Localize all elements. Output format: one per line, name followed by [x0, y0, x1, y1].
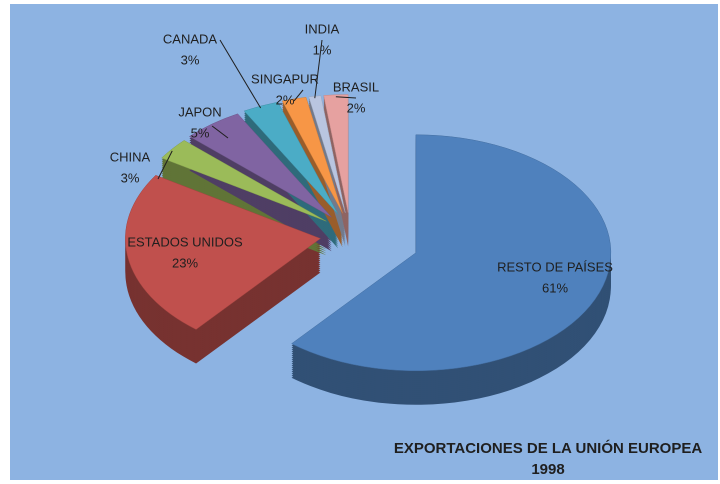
slice-value-label: 3% — [181, 52, 200, 67]
pie-tops — [125, 94, 612, 372]
chart-background — [10, 4, 718, 480]
slice-side — [308, 101, 346, 219]
slice-label: SINGAPUR — [251, 71, 319, 86]
leader-line — [157, 150, 173, 180]
leader-line — [335, 96, 357, 99]
slice-side — [308, 103, 346, 221]
leader-line — [314, 39, 323, 99]
chart-subtitle: 1998 — [531, 461, 564, 478]
slice-label: ESTADOS UNIDOS — [127, 234, 243, 249]
slice-value-label: 3% — [121, 170, 140, 185]
pie-slice — [243, 101, 339, 215]
pie-slice — [281, 97, 343, 214]
leader-line — [211, 125, 229, 139]
pie-slice — [125, 175, 321, 330]
slice-value-label: 1% — [313, 42, 332, 57]
slice-label: CANADA — [163, 31, 218, 46]
pie-slice — [188, 113, 332, 218]
slice-label: RESTO DE PAÍSES — [497, 259, 613, 274]
slice-label: JAPON — [178, 104, 221, 119]
leader-line — [293, 89, 304, 102]
slice-value-label: 2% — [276, 92, 295, 107]
pie-slice — [161, 140, 327, 222]
slice-label: CHINA — [110, 149, 151, 164]
pie-slice — [291, 134, 612, 372]
slice-label: BRASIL — [333, 79, 379, 94]
slice-value-label: 5% — [191, 125, 210, 140]
slice-label: INDIA — [305, 21, 340, 36]
pie-labels: RESTO DE PAÍSES 61% ESTADOS UNIDOS 23% CHINA… — [110, 21, 613, 295]
slice-value-label: 2% — [347, 100, 366, 115]
chart-title: EXPORTACIONES DE LA UNIÓN EUROPEA — [394, 439, 703, 457]
pie-slice — [323, 94, 349, 213]
leader-line — [219, 39, 262, 109]
slice-value-label: 61% — [542, 280, 568, 295]
slice-value-label: 23% — [172, 255, 198, 270]
